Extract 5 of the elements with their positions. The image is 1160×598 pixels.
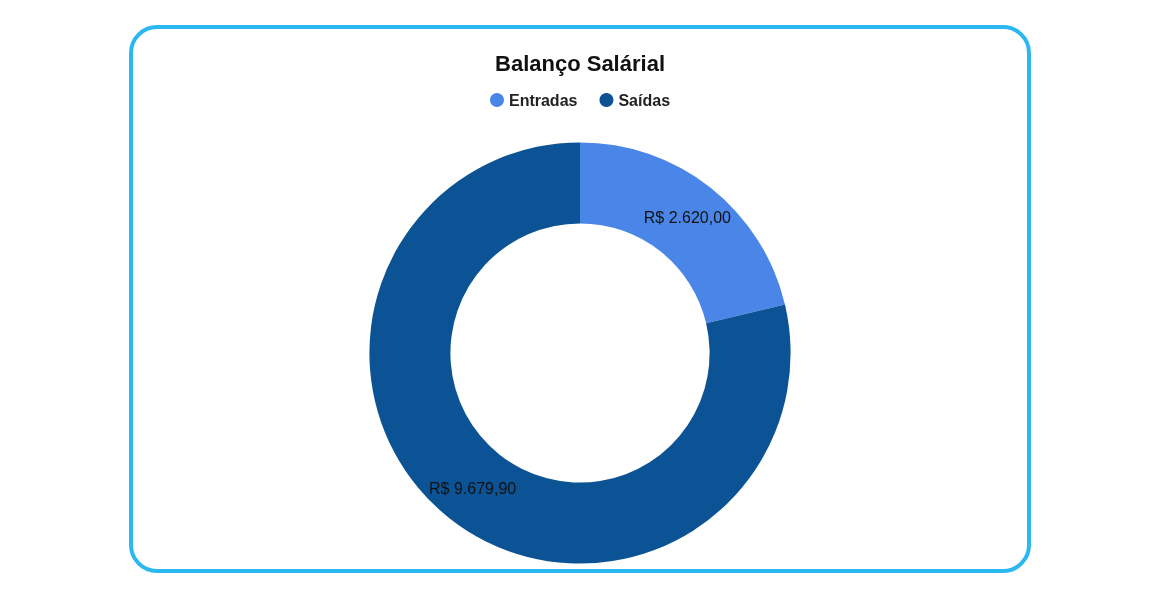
legend-label: Entradas bbox=[508, 91, 578, 109]
chart-title: Balanço Salárial bbox=[495, 50, 665, 76]
data-label: R$ 9.679,90 bbox=[429, 480, 517, 498]
data-label: R$ 2.620,00 bbox=[643, 208, 732, 226]
legend-label: Saídas bbox=[618, 91, 671, 109]
